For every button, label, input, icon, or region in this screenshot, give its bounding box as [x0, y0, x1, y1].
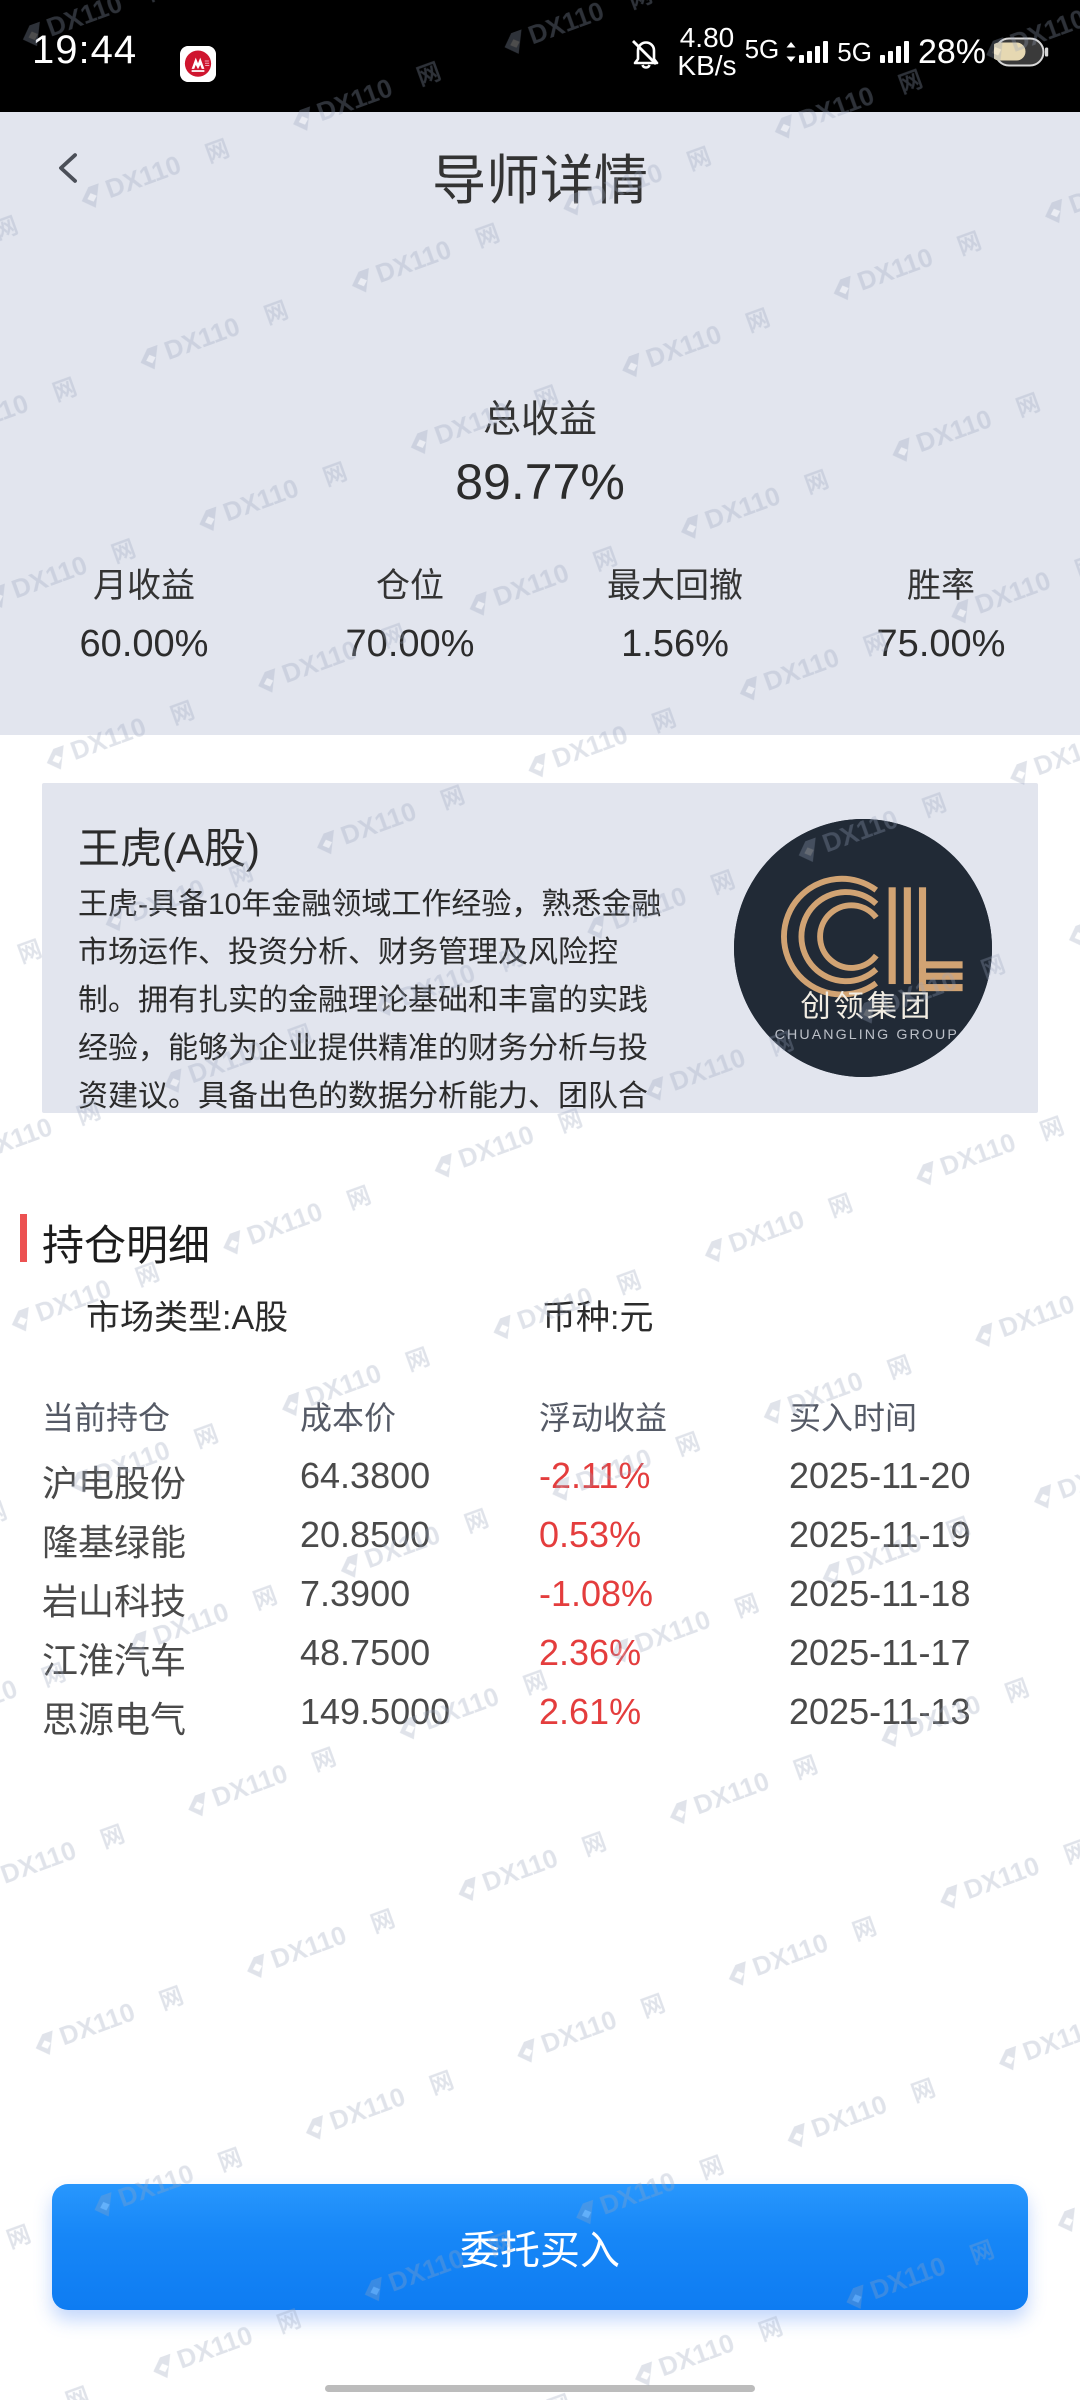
svg-text:创领集团: 创领集团: [800, 989, 933, 1023]
svg-text:CHUANGLING GROUP: CHUANGLING GROUP: [775, 1027, 959, 1043]
